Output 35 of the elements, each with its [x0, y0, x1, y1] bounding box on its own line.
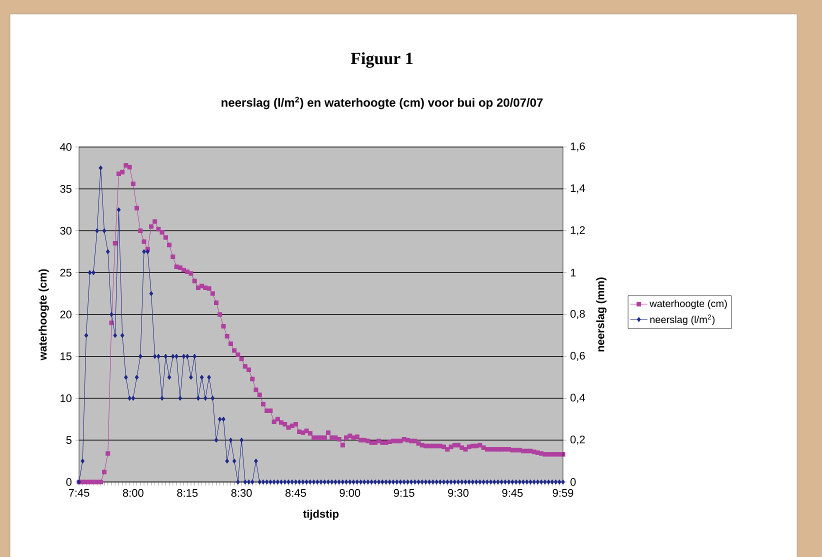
- y2-axis-title: neerslag (mm): [596, 277, 607, 352]
- x-tick-label: 7:45: [68, 489, 90, 497]
- x-tick-label: 9:30: [448, 489, 469, 497]
- legend-label: waterhoogte (cm): [650, 300, 727, 310]
- y-tick-label: 5: [66, 436, 72, 444]
- y2-tick-label: 0,6: [570, 352, 585, 361]
- y2-tick-label: 1,6: [570, 142, 585, 152]
- y2-tick-label: 1,4: [570, 184, 585, 194]
- y-tick-label: 20: [60, 310, 72, 318]
- legend-label: neerslag (l/m$^{2}$): [650, 314, 715, 326]
- chart-subtitle: neerslag (l/m$^{2}$) en waterhoogte (cm) voor bui op 20/07/07: [222, 96, 543, 110]
- y2-tick-label: 0,4: [570, 394, 585, 403]
- y-tick-label: 35: [60, 184, 72, 193]
- y-tick-label: 15: [60, 352, 72, 360]
- y2-tick-label: 1,2: [570, 226, 585, 236]
- chart-title: Figuur 1: [350, 52, 413, 68]
- y-axis-title: waterhoogte (cm): [38, 269, 49, 360]
- x-tick-label: 8:00: [122, 489, 144, 497]
- x-tick-label: 9:00: [340, 489, 360, 497]
- y-tick-label: 40: [60, 143, 72, 151]
- x-tick-label: 9:45: [502, 489, 523, 497]
- y2-tick-label: 0: [570, 478, 576, 486]
- y2-tick-label: 0,8: [570, 310, 585, 320]
- y-tick-label: 25: [60, 268, 72, 277]
- y-tick-label: 30: [60, 226, 72, 235]
- x-axis-title: tijdstip: [303, 510, 339, 520]
- y2-tick-label: 0,2: [570, 436, 585, 445]
- x-tick-label: 8:30: [231, 489, 252, 497]
- x-tick-label: 8:45: [285, 489, 306, 497]
- x-tick-label: 9:15: [394, 489, 414, 497]
- x-tick-label: 8:15: [177, 489, 198, 497]
- y2-tick-label: 1: [570, 268, 576, 276]
- y-tick-label: 0: [66, 478, 72, 486]
- x-tick-label: 9:59: [552, 489, 574, 497]
- y-tick-label: 10: [60, 394, 72, 402]
